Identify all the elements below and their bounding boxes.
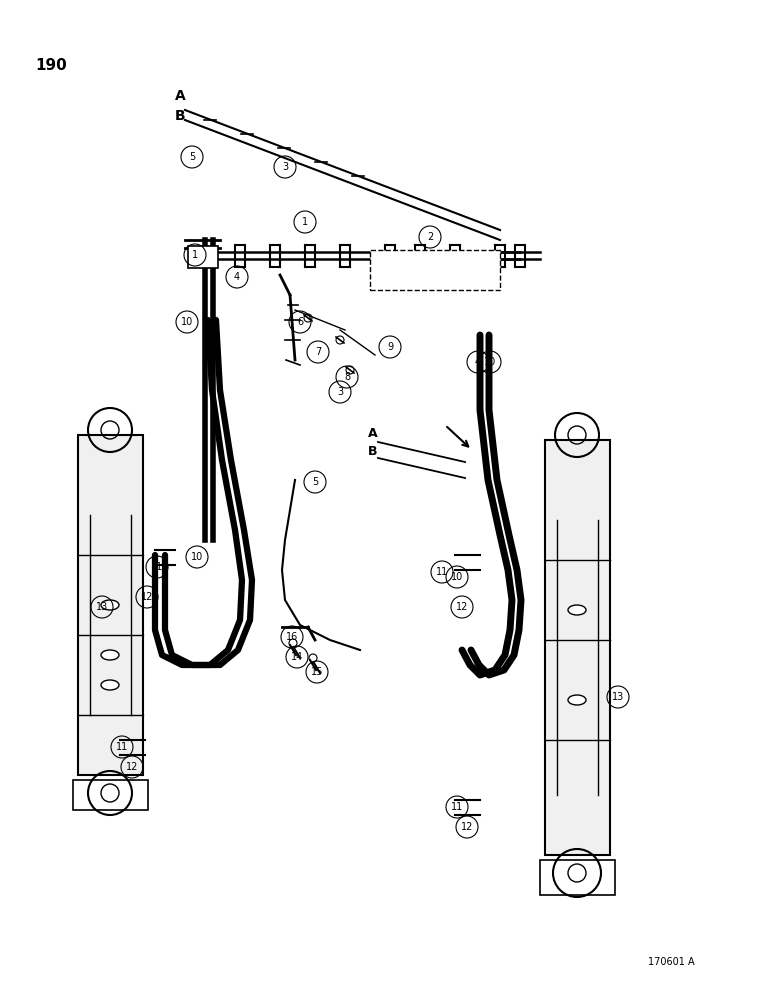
Text: 9: 9 [387, 342, 393, 352]
Ellipse shape [568, 695, 586, 705]
Text: 7: 7 [315, 347, 321, 357]
Text: 14: 14 [291, 652, 303, 662]
Text: 11: 11 [151, 562, 163, 572]
Text: 2: 2 [427, 232, 433, 242]
Polygon shape [540, 860, 615, 895]
Bar [188, 246, 218, 268]
Ellipse shape [568, 605, 586, 615]
Ellipse shape [101, 680, 119, 690]
Text: 10: 10 [181, 317, 193, 327]
Text: 13: 13 [96, 602, 108, 612]
Bar [370, 250, 500, 290]
Text: 11: 11 [451, 802, 463, 812]
Text: 12: 12 [141, 592, 153, 602]
Text: 11: 11 [116, 742, 128, 752]
Text: 5: 5 [312, 477, 318, 487]
Text: 3: 3 [282, 162, 288, 172]
Text: 8: 8 [344, 372, 350, 382]
Bar [78, 435, 143, 775]
Text: 4: 4 [234, 272, 240, 282]
Text: 12: 12 [461, 822, 473, 832]
Text: A: A [368, 427, 378, 440]
Text: 12: 12 [126, 762, 138, 772]
Bar [545, 440, 610, 855]
Text: 10: 10 [484, 357, 496, 367]
Text: A: A [175, 89, 186, 103]
Text: 5: 5 [189, 152, 195, 162]
Polygon shape [73, 780, 148, 810]
Text: 3: 3 [337, 387, 343, 397]
Text: 16: 16 [286, 632, 298, 642]
Text: 12: 12 [455, 602, 468, 612]
Ellipse shape [101, 650, 119, 660]
Text: 10: 10 [191, 552, 203, 562]
Text: 1: 1 [192, 250, 198, 260]
Text: 4: 4 [475, 357, 481, 367]
Ellipse shape [101, 600, 119, 610]
Text: 10: 10 [451, 572, 463, 582]
Text: B: B [368, 445, 378, 458]
Text: 15: 15 [311, 667, 323, 677]
Text: 6: 6 [297, 317, 303, 327]
Text: B: B [175, 109, 185, 123]
Text: 190: 190 [35, 57, 66, 73]
Text: 13: 13 [612, 692, 624, 702]
Text: 170601 A: 170601 A [648, 957, 695, 967]
Text: 1: 1 [302, 217, 308, 227]
Text: 11: 11 [436, 567, 448, 577]
